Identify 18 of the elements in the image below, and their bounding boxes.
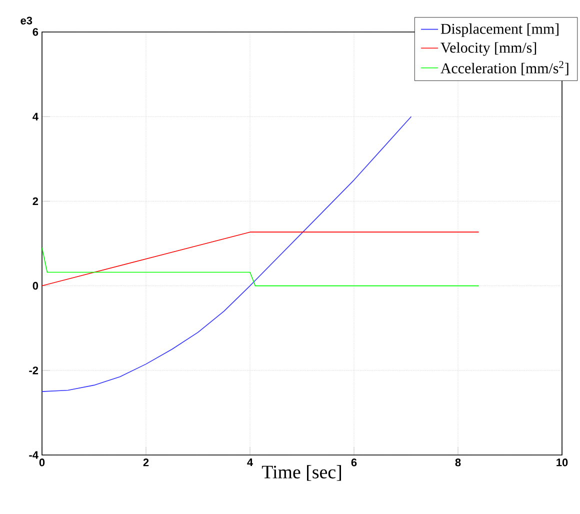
legend-label: Displacement [mm] — [440, 23, 558, 37]
y-tick-label: 0 — [32, 282, 38, 290]
y-tick-label: 6 — [32, 28, 38, 36]
y-tick-label: -2 — [29, 366, 38, 374]
x-tick-label: 0 — [39, 458, 45, 466]
y-tick-label: 4 — [32, 112, 38, 120]
x-axis-title: Time [sec] — [262, 465, 341, 481]
x-tick-label: 10 — [556, 458, 568, 466]
x-tick-label: 8 — [455, 458, 461, 466]
x-tick-label: 2 — [143, 458, 149, 466]
y-tick-label: 2 — [32, 197, 38, 206]
legend-label: Acceleration [mm/s$^{2}$] — [440, 61, 568, 76]
text: e3 — [20, 16, 32, 24]
line-series — [42, 116, 412, 392]
legend-label: Velocity [mm/s] — [440, 42, 536, 56]
x-tick-label: 4 — [247, 458, 253, 466]
x-tick-label: 6 — [351, 458, 357, 466]
y-tick-label: -4 — [29, 451, 38, 459]
